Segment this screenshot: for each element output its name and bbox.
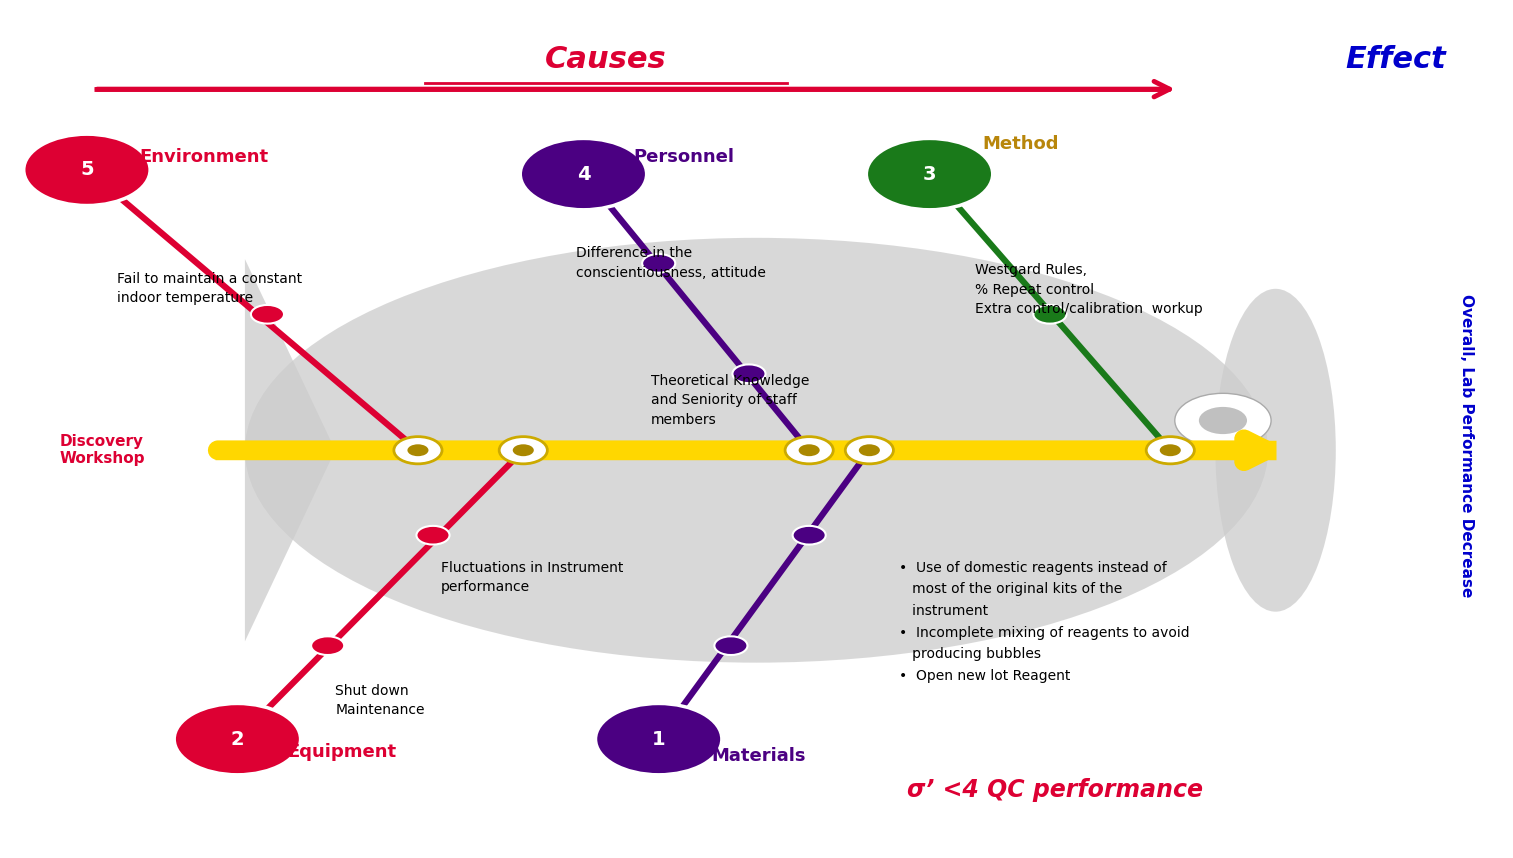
- Text: Effect: Effect: [1345, 45, 1446, 74]
- Circle shape: [1198, 407, 1247, 434]
- Circle shape: [520, 138, 646, 210]
- Text: Environment: Environment: [139, 148, 269, 166]
- Text: Personnel: Personnel: [632, 148, 734, 166]
- Circle shape: [251, 305, 284, 323]
- Ellipse shape: [245, 238, 1268, 662]
- Text: 4: 4: [576, 165, 590, 184]
- Circle shape: [714, 637, 747, 655]
- Ellipse shape: [1215, 289, 1336, 612]
- Text: Causes: Causes: [545, 45, 667, 74]
- Text: 1: 1: [652, 729, 666, 749]
- Circle shape: [1174, 393, 1271, 448]
- Circle shape: [499, 437, 548, 464]
- Polygon shape: [245, 259, 336, 642]
- Circle shape: [867, 138, 993, 210]
- Circle shape: [174, 704, 301, 775]
- Text: 3: 3: [923, 165, 937, 184]
- Circle shape: [846, 437, 893, 464]
- Circle shape: [1147, 437, 1194, 464]
- Text: Difference in the
conscientiousness, attitude: Difference in the conscientiousness, att…: [576, 246, 766, 280]
- Text: 5: 5: [80, 160, 94, 179]
- Circle shape: [407, 444, 428, 456]
- Text: Shut down
Maintenance: Shut down Maintenance: [336, 684, 425, 717]
- Text: Overall, Lab Performance Decrease: Overall, Lab Performance Decrease: [1459, 294, 1474, 598]
- Circle shape: [312, 637, 345, 655]
- Circle shape: [416, 526, 449, 545]
- Circle shape: [859, 444, 881, 456]
- Circle shape: [793, 526, 826, 545]
- Text: Theoretical Knowledge
and Seniority of staff
members: Theoretical Knowledge and Seniority of s…: [651, 374, 809, 426]
- Circle shape: [596, 704, 722, 775]
- Text: Westgard Rules,
% Repeat control
Extra control/calibration  workup: Westgard Rules, % Repeat control Extra c…: [974, 263, 1203, 317]
- Circle shape: [785, 437, 834, 464]
- Text: •  Use of domestic reagents instead of
   most of the original kits of the
   in: • Use of domestic reagents instead of mo…: [899, 560, 1191, 683]
- Circle shape: [24, 134, 150, 206]
- Text: Equipment: Equipment: [287, 743, 396, 761]
- Circle shape: [732, 365, 766, 384]
- Circle shape: [393, 437, 442, 464]
- Text: Method: Method: [982, 136, 1059, 154]
- Text: Discovery
Workshop: Discovery Workshop: [59, 434, 145, 467]
- Circle shape: [513, 444, 534, 456]
- Circle shape: [642, 254, 675, 273]
- Text: σ’ <4 QC performance: σ’ <4 QC performance: [906, 778, 1203, 802]
- Circle shape: [1160, 444, 1180, 456]
- Circle shape: [1033, 305, 1067, 323]
- Text: Fluctuations in Instrument
performance: Fluctuations in Instrument performance: [440, 560, 623, 595]
- Text: Fail to maintain a constant
indoor temperature: Fail to maintain a constant indoor tempe…: [117, 272, 303, 305]
- Circle shape: [799, 444, 820, 456]
- Text: 2: 2: [230, 729, 244, 749]
- Text: Materials: Materials: [711, 747, 806, 765]
